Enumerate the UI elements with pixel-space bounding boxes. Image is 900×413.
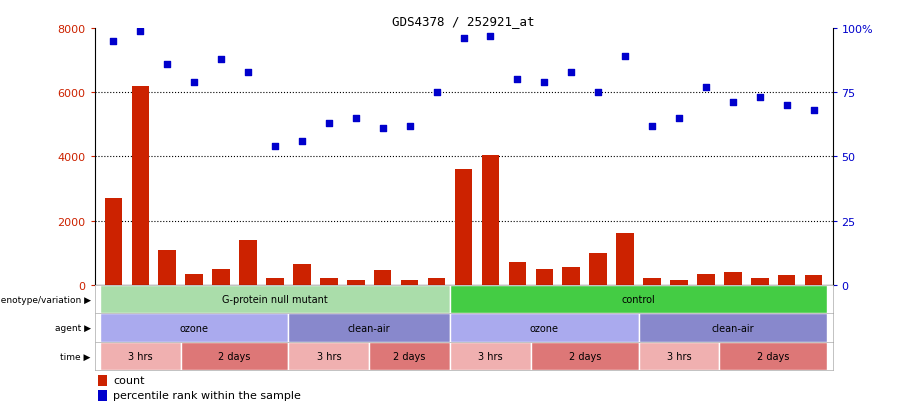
Point <box>429 90 444 96</box>
Bar <box>400 280 418 285</box>
Bar <box>805 275 823 285</box>
Bar <box>639 313 827 342</box>
Text: 3 hrs: 3 hrs <box>317 351 341 361</box>
Bar <box>181 342 288 370</box>
Bar <box>185 274 202 285</box>
Point <box>483 33 498 40</box>
Bar <box>670 280 688 285</box>
Bar <box>288 313 450 342</box>
Bar <box>100 313 288 342</box>
Point <box>537 79 552 86</box>
Bar <box>531 342 639 370</box>
Text: count: count <box>113 375 144 385</box>
Point <box>510 77 525 83</box>
Point <box>294 138 309 145</box>
Point <box>402 123 417 130</box>
Bar <box>536 269 554 285</box>
Point <box>214 56 229 63</box>
Point <box>321 121 336 127</box>
Point <box>779 102 794 109</box>
Bar <box>100 285 450 313</box>
Text: agent ▶: agent ▶ <box>55 323 91 332</box>
Text: 2 days: 2 days <box>393 351 426 361</box>
Text: 2 days: 2 days <box>219 351 251 361</box>
Text: clean-air: clean-air <box>712 323 754 333</box>
Bar <box>719 342 827 370</box>
Bar <box>724 272 742 285</box>
Title: GDS4378 / 252921_at: GDS4378 / 252921_at <box>392 15 535 28</box>
Bar <box>100 342 181 370</box>
Point <box>268 143 283 150</box>
Bar <box>450 342 531 370</box>
Text: clean-air: clean-air <box>348 323 391 333</box>
Bar <box>293 264 310 285</box>
Bar <box>347 280 365 285</box>
Bar <box>450 313 639 342</box>
Text: 2 days: 2 days <box>569 351 601 361</box>
Point <box>456 36 471 43</box>
Bar <box>98 390 107 401</box>
Text: genotype/variation ▶: genotype/variation ▶ <box>0 295 91 304</box>
Point <box>241 69 256 76</box>
Point <box>187 79 202 86</box>
Bar <box>428 279 446 285</box>
Bar <box>508 263 526 285</box>
Bar <box>639 342 719 370</box>
Text: G-protein null mutant: G-protein null mutant <box>222 294 328 304</box>
Point <box>348 115 363 122</box>
Bar <box>454 170 472 285</box>
Text: 3 hrs: 3 hrs <box>128 351 153 361</box>
Bar <box>778 275 796 285</box>
Bar <box>320 279 338 285</box>
Text: time ▶: time ▶ <box>60 352 91 361</box>
Point <box>564 69 579 76</box>
Bar <box>98 375 107 386</box>
Bar <box>212 269 230 285</box>
Bar <box>644 279 661 285</box>
Point <box>671 115 686 122</box>
Bar <box>104 199 122 285</box>
Bar <box>288 342 369 370</box>
Text: 2 days: 2 days <box>757 351 789 361</box>
Bar <box>590 253 607 285</box>
Bar <box>562 268 580 285</box>
Text: 3 hrs: 3 hrs <box>478 351 503 361</box>
Text: ozone: ozone <box>180 323 209 333</box>
Point <box>725 100 740 107</box>
Point <box>591 90 606 96</box>
Point <box>618 54 633 60</box>
Bar <box>374 271 392 285</box>
Point <box>106 38 121 45</box>
Point <box>806 108 821 114</box>
Bar <box>751 279 769 285</box>
Text: percentile rank within the sample: percentile rank within the sample <box>113 391 301 401</box>
Point <box>133 28 148 35</box>
Bar <box>266 279 284 285</box>
Point <box>752 95 767 102</box>
Bar <box>369 342 450 370</box>
Bar <box>450 285 827 313</box>
Bar <box>616 234 634 285</box>
Bar <box>482 155 500 285</box>
Point <box>644 123 659 130</box>
Bar <box>698 274 715 285</box>
Point <box>375 126 390 132</box>
Text: ozone: ozone <box>530 323 559 333</box>
Point <box>160 62 175 68</box>
Bar <box>158 250 176 285</box>
Text: control: control <box>622 294 655 304</box>
Text: 3 hrs: 3 hrs <box>667 351 691 361</box>
Bar <box>239 240 256 285</box>
Bar <box>131 87 149 285</box>
Point <box>698 85 713 91</box>
